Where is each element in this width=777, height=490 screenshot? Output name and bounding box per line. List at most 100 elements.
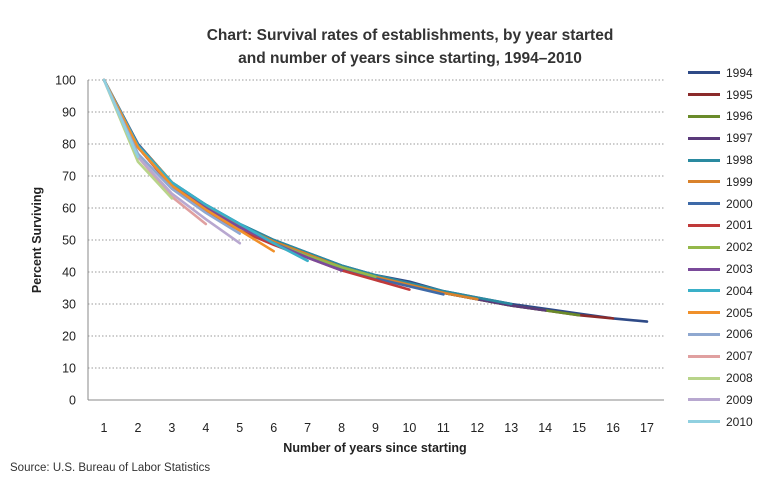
legend-label: 1994 — [726, 65, 753, 80]
y-tick-label: 60 — [62, 202, 76, 216]
series-line-2010 — [102, 78, 140, 159]
legend-swatch — [688, 398, 720, 402]
series-line-2002 — [102, 78, 377, 279]
legend-swatch — [688, 245, 720, 249]
y-tick-label: 50 — [62, 234, 76, 248]
legend-swatch — [688, 267, 720, 271]
x-tick-label: 16 — [606, 421, 620, 435]
legend-item-2006: 2006 — [688, 324, 774, 346]
legend-label: 2002 — [726, 240, 753, 255]
x-tick-label: 2 — [134, 421, 141, 435]
legend-swatch — [688, 376, 720, 380]
legend-item-2002: 2002 — [688, 236, 774, 258]
legend-swatch — [688, 180, 720, 184]
legend-item-1994: 1994 — [688, 62, 774, 84]
legend-swatch — [688, 354, 720, 358]
legend-label: 2010 — [726, 414, 753, 429]
x-tick-label: 4 — [202, 421, 209, 435]
legend-swatch — [688, 93, 720, 97]
legend-item-2009: 2009 — [688, 389, 774, 411]
legend-item-2000: 2000 — [688, 193, 774, 215]
legend-swatch — [688, 311, 720, 315]
legend-swatch — [688, 223, 720, 227]
y-tick-label: 20 — [62, 330, 76, 344]
x-axis-label: Number of years since starting — [283, 441, 466, 455]
x-tick-label: 12 — [470, 421, 484, 435]
source-note: Source: U.S. Bureau of Labor Statistics — [10, 462, 211, 474]
legend-label: 2008 — [726, 371, 753, 386]
x-tick-label: 5 — [236, 421, 243, 435]
legend-swatch — [688, 332, 720, 336]
legend-item-1998: 1998 — [688, 149, 774, 171]
legend-label: 1998 — [726, 153, 753, 168]
x-tick-label: 17 — [640, 421, 654, 435]
series-line-2001 — [102, 78, 411, 291]
legend-item-2001: 2001 — [688, 215, 774, 237]
legend-item-2007: 2007 — [688, 345, 774, 367]
series-line-2006 — [102, 78, 242, 235]
legend-label: 2005 — [726, 305, 753, 320]
gridlines — [88, 79, 664, 369]
legend-label: 2007 — [726, 349, 753, 364]
series-line-2003 — [102, 78, 343, 272]
y-tick-label: 100 — [55, 74, 76, 88]
x-tick-label: 9 — [372, 421, 379, 435]
x-tick-label: 6 — [270, 421, 277, 435]
y-tick-label: 70 — [62, 170, 76, 184]
x-tick-label: 7 — [304, 421, 311, 435]
x-tick-label: 11 — [437, 421, 450, 435]
legend-label: 2000 — [726, 196, 753, 211]
legend-item-1997: 1997 — [688, 127, 774, 149]
x-tick-label: 13 — [504, 421, 518, 435]
legend-swatch — [688, 158, 720, 162]
series-line-2004 — [102, 78, 309, 263]
chart-title: Chart: Survival rates of establishments,… — [100, 24, 720, 70]
series-line-1994 — [102, 78, 649, 323]
legend-item-2010: 2010 — [688, 411, 774, 433]
legend-label: 2009 — [726, 392, 753, 407]
chart-title-line2: and number of years since starting, 1994… — [238, 50, 582, 67]
legend-item-2004: 2004 — [688, 280, 774, 302]
legend-label: 2004 — [726, 283, 753, 298]
legend-swatch — [688, 289, 720, 293]
legend-label: 1999 — [726, 174, 753, 189]
legend-item-2005: 2005 — [688, 302, 774, 324]
legend-swatch — [688, 136, 720, 140]
y-axis-label: Percent Surviving — [30, 187, 44, 293]
legend-label: 2006 — [726, 327, 753, 342]
axes — [87, 80, 664, 401]
series-line-1999 — [102, 78, 479, 301]
legend: 1994 1995 1996 1997 1998 1999 2000 2001 2002 2003… — [688, 62, 774, 433]
legend-label: 2003 — [726, 262, 753, 277]
legend-item-1996: 1996 — [688, 106, 774, 128]
legend-label: 2001 — [726, 218, 753, 233]
legend-swatch — [688, 71, 720, 75]
y-tick-label: 10 — [62, 362, 76, 376]
series-lines — [102, 78, 649, 323]
legend-label: 1997 — [726, 131, 753, 146]
x-tick-label: 1 — [101, 421, 108, 435]
y-tick-label: 0 — [69, 394, 76, 408]
x-tick-label: 10 — [402, 421, 416, 435]
y-tick-label: 90 — [62, 106, 76, 120]
y-tick-label: 40 — [62, 266, 76, 280]
legend-label: 1996 — [726, 109, 753, 124]
chart-title-line1: Chart: Survival rates of establishments,… — [206, 27, 614, 44]
y-tick-label: 80 — [62, 138, 76, 152]
x-tick-label: 3 — [168, 421, 175, 435]
legend-swatch — [688, 114, 720, 118]
legend-item-2003: 2003 — [688, 258, 774, 280]
x-tick-labels: 1 2 3 4 5 6 7 8 9 10 11 12 13 14 15 16 17 — [101, 421, 654, 435]
x-tick-label: 14 — [538, 421, 552, 435]
y-tick-label: 30 — [62, 298, 76, 312]
legend-item-2008: 2008 — [688, 367, 774, 389]
legend-item-1995: 1995 — [688, 84, 774, 106]
legend-item-1999: 1999 — [688, 171, 774, 193]
y-tick-labels: 0 10 20 30 40 50 60 70 80 90 100 — [55, 74, 76, 408]
x-tick-label: 8 — [338, 421, 345, 435]
legend-swatch — [688, 420, 720, 424]
series-line-2005 — [102, 78, 276, 253]
legend-label: 1995 — [726, 87, 753, 102]
x-tick-label: 15 — [572, 421, 586, 435]
